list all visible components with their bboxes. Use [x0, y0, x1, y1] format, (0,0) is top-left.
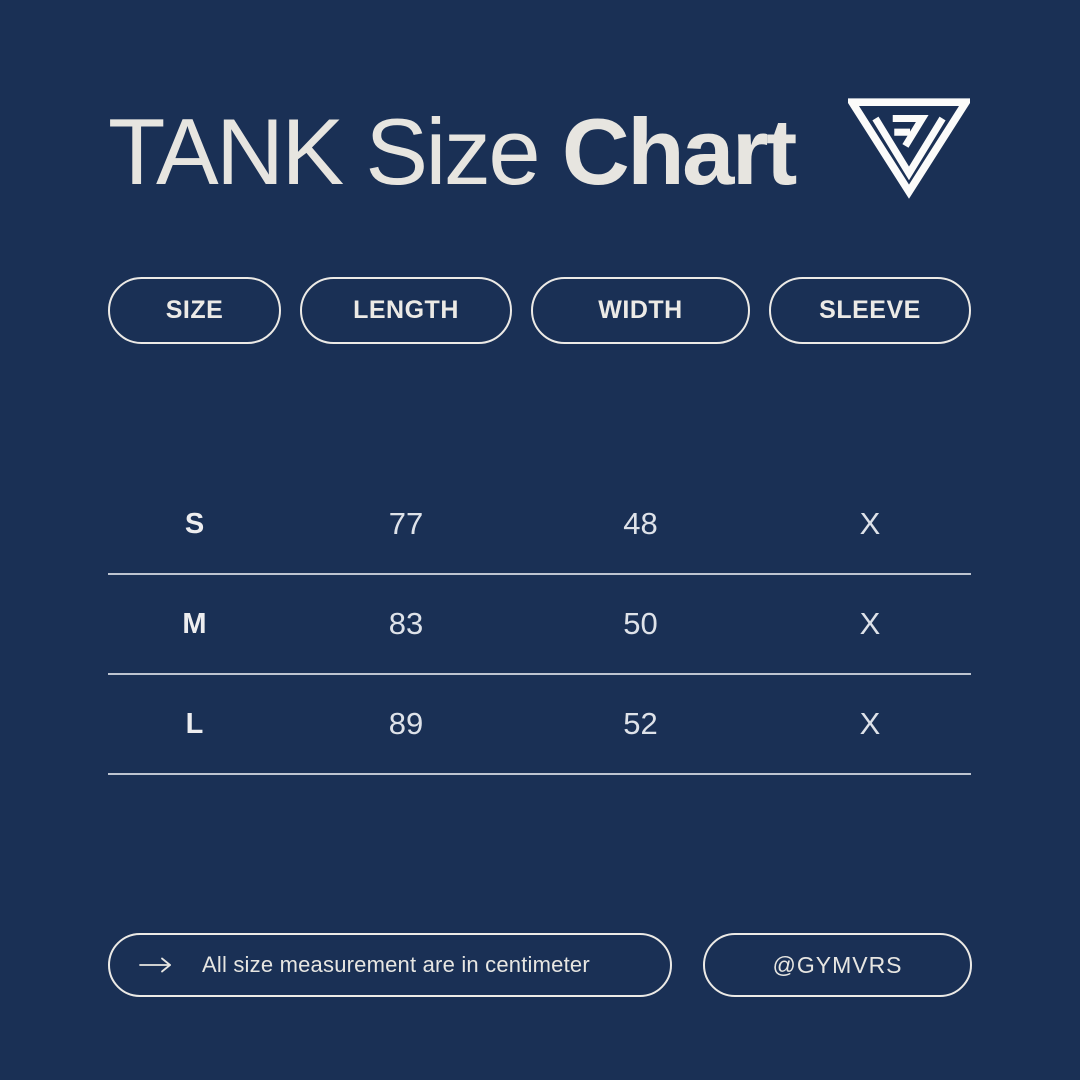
- page-title-bold: Chart: [561, 99, 797, 204]
- size-table: S 77 48 X M 83 50 X L 89 52 X: [108, 475, 971, 775]
- column-header-size: SIZE: [108, 277, 281, 344]
- table-header-row: SIZE LENGTH WIDTH SLEEVE: [108, 277, 971, 344]
- page-title: TANK Size Chart: [108, 105, 797, 199]
- column-header-sleeve: SLEEVE: [769, 277, 971, 344]
- size-cell: S: [184, 507, 205, 540]
- column-header-length: LENGTH: [300, 277, 512, 344]
- width-cell: 50: [623, 606, 658, 641]
- column-header-width: WIDTH: [531, 277, 750, 344]
- size-cell: M: [182, 607, 207, 640]
- table-row: L 89 52 X: [108, 675, 971, 775]
- column-header-sleeve-label: SLEEVE: [819, 296, 921, 324]
- social-handle-text: @GYMVRS: [772, 951, 903, 978]
- width-cell: 48: [623, 506, 658, 541]
- measurement-note-text: All size measurement are in centimeter: [202, 952, 590, 977]
- column-header-width-label: WIDTH: [598, 296, 683, 324]
- page-title-regular: TANK Size: [108, 99, 562, 204]
- social-handle-pill: @GYMVRS: [703, 933, 972, 997]
- width-cell: 52: [623, 706, 658, 741]
- sleeve-cell: X: [859, 606, 881, 641]
- table-row: M 83 50 X: [108, 575, 971, 675]
- size-cell: L: [185, 707, 204, 740]
- measurement-note-pill: All size measurement are in centimeter: [108, 933, 672, 997]
- right-arrow-icon: [138, 956, 174, 974]
- length-cell: 89: [388, 706, 424, 741]
- column-header-length-label: LENGTH: [353, 296, 459, 324]
- table-row: S 77 48 X: [108, 475, 971, 575]
- sleeve-cell: X: [859, 506, 881, 541]
- column-header-size-label: SIZE: [165, 296, 224, 324]
- length-cell: 83: [388, 606, 424, 641]
- length-cell: 77: [388, 506, 424, 541]
- sleeve-cell: X: [859, 706, 881, 741]
- gymvrs-logo-icon: [845, 98, 973, 200]
